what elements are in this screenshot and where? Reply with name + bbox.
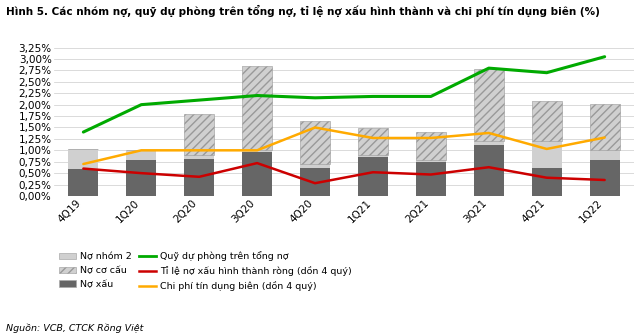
Bar <box>532 168 562 196</box>
Bar <box>300 164 330 168</box>
Bar <box>300 121 330 164</box>
Bar <box>474 69 504 141</box>
Bar <box>358 157 388 196</box>
Bar <box>68 149 99 169</box>
Bar <box>474 145 504 196</box>
Bar <box>589 104 620 150</box>
Bar <box>300 168 330 196</box>
Bar <box>126 160 156 196</box>
Bar <box>589 160 620 196</box>
Text: Hình 5. Các nhóm nợ, quỹ dự phòng trên tổng nợ, tỉ lệ nợ xấu hình thành và chi p: Hình 5. Các nhóm nợ, quỹ dự phòng trên t… <box>6 5 600 17</box>
Bar <box>532 101 562 141</box>
Bar <box>242 152 272 196</box>
Text: Nguồn: VCB, CTCK Rồng Việt: Nguồn: VCB, CTCK Rồng Việt <box>6 324 144 333</box>
Bar <box>184 155 214 158</box>
Bar <box>532 141 562 168</box>
Bar <box>474 141 504 145</box>
Bar <box>242 66 272 150</box>
Bar <box>589 150 620 160</box>
Bar <box>416 132 446 160</box>
Bar <box>68 169 99 196</box>
Bar <box>184 114 214 155</box>
Bar <box>126 150 156 160</box>
Bar <box>242 150 272 152</box>
Bar <box>184 158 214 196</box>
Bar <box>416 162 446 196</box>
Bar <box>358 128 388 155</box>
Bar <box>416 160 446 162</box>
Bar <box>358 155 388 157</box>
Legend: Nợ nhóm 2, Nợ cơ cấu, Nợ xấu, Quỹ dự phòng trên tổng nợ, Tỉ lệ nợ xấu hình thành: Nợ nhóm 2, Nợ cơ cấu, Nợ xấu, Quỹ dự phò… <box>59 252 352 291</box>
